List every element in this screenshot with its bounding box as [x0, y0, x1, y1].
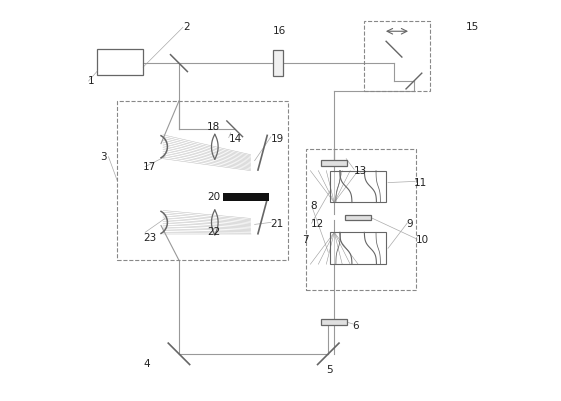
Text: 20: 20: [207, 192, 220, 202]
Text: 21: 21: [270, 219, 284, 229]
Text: 12: 12: [310, 219, 324, 229]
Text: 8: 8: [310, 201, 317, 211]
Text: 18: 18: [207, 122, 220, 132]
Text: 22: 22: [207, 227, 220, 237]
Text: 5: 5: [327, 365, 333, 375]
Bar: [223, 192, 269, 201]
Text: 6: 6: [352, 321, 359, 331]
Text: 16: 16: [273, 26, 286, 36]
Text: 17: 17: [143, 162, 157, 172]
Text: 7: 7: [302, 235, 309, 245]
Bar: [330, 232, 386, 264]
Bar: [117, 101, 288, 260]
Bar: [321, 160, 347, 166]
Bar: [364, 21, 430, 91]
Bar: [330, 171, 386, 203]
Text: 2: 2: [183, 22, 190, 32]
Bar: [97, 49, 143, 75]
Text: 15: 15: [466, 22, 479, 32]
Text: 3: 3: [100, 152, 107, 162]
Text: 10: 10: [416, 235, 429, 245]
Text: 1: 1: [88, 76, 94, 86]
Text: 13: 13: [354, 166, 367, 176]
Text: 4: 4: [143, 359, 150, 369]
Text: 19: 19: [270, 134, 284, 144]
Text: 23: 23: [143, 233, 157, 243]
Text: 11: 11: [414, 178, 427, 188]
Bar: [345, 215, 371, 220]
Text: 14: 14: [229, 134, 242, 144]
Bar: [321, 319, 347, 325]
Text: 9: 9: [406, 219, 412, 229]
Bar: [273, 50, 283, 76]
Bar: [306, 149, 416, 290]
